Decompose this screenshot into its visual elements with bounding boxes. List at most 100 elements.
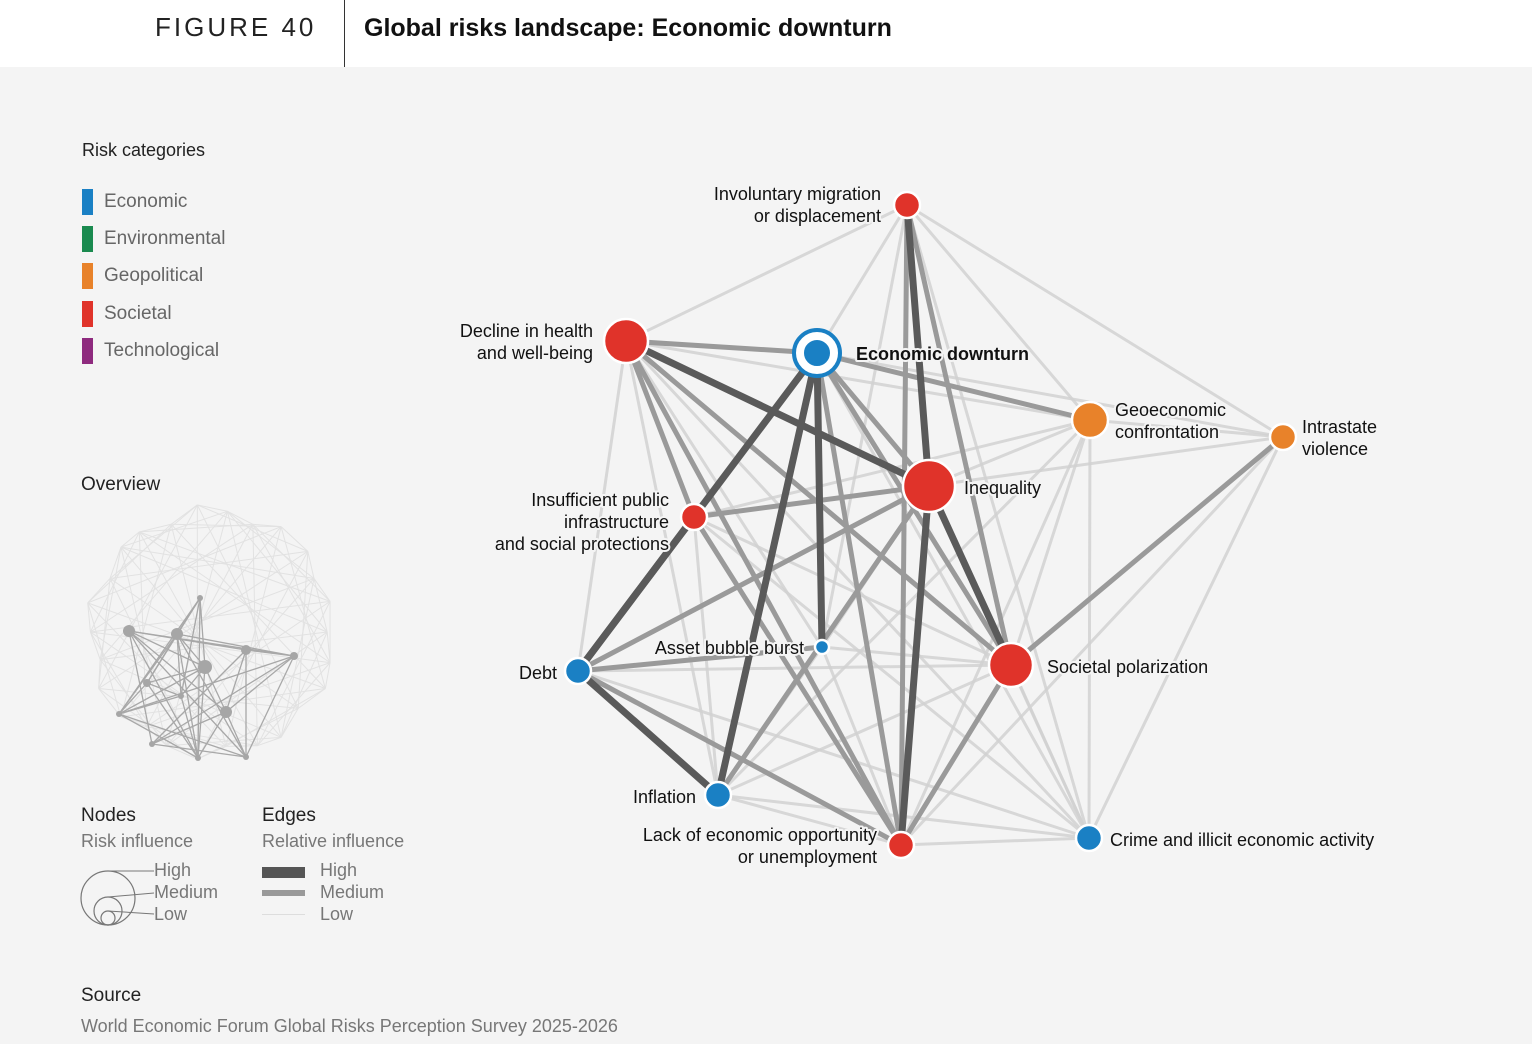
overview-bg-edge <box>170 504 198 525</box>
edge-geoecon-crime <box>1087 418 1092 840</box>
edge-swatch-low <box>262 914 305 915</box>
overview-edge <box>225 649 247 713</box>
edge-health-geoecon <box>624 339 1092 422</box>
overview-bg-edge <box>99 577 315 661</box>
node-label-health: Decline in health and well-being <box>460 321 593 363</box>
overview-edge <box>176 633 247 758</box>
node-unemp[interactable] <box>886 830 916 860</box>
edge-ineq-polar <box>925 482 1015 669</box>
overview-bg-edge <box>99 510 228 660</box>
node-label-debt: Debt <box>519 663 557 683</box>
overview-bg-edge <box>280 708 299 738</box>
node-health[interactable] <box>602 317 650 365</box>
node-infra[interactable] <box>679 502 709 532</box>
overview-bg-edge <box>109 546 122 579</box>
overview-bg-edge <box>256 601 331 746</box>
node-label-unemp: Lack of economic opportunity or unemploym… <box>643 825 877 867</box>
legend-item-societal: Societal <box>82 301 172 327</box>
overview-edge <box>118 633 178 715</box>
edge-econ-migr <box>815 203 909 355</box>
overview-minimap <box>87 504 331 761</box>
figure-label: FIGURE 40 <box>155 12 317 42</box>
edge-bubble-unemp <box>820 645 903 847</box>
overview-edge <box>128 630 295 657</box>
node-econ[interactable] <box>792 328 842 378</box>
overview-edge <box>151 743 247 758</box>
overview-bg-edge <box>166 736 282 747</box>
leader-line <box>107 892 155 898</box>
overview-bg-edge <box>99 547 122 660</box>
edge-polar-unemp <box>898 662 1014 848</box>
overview-bg-edge <box>171 523 282 528</box>
node-debt[interactable] <box>563 656 593 686</box>
edge-health-econ <box>623 338 820 356</box>
header-divider <box>344 0 345 67</box>
edge-health-infra <box>623 338 697 520</box>
edge-infra-polar <box>692 515 1013 667</box>
edge-debt-crime <box>576 669 1091 840</box>
overview-edge <box>204 666 227 713</box>
overview-bg-edge <box>87 602 91 633</box>
edge-swatch-high <box>262 867 305 878</box>
overview-node <box>143 679 151 687</box>
node-crime[interactable] <box>1074 823 1104 853</box>
overview-edge <box>176 633 182 697</box>
overview-bg-edge <box>197 707 299 760</box>
overview-bg-edge <box>252 523 331 602</box>
overview-edge <box>128 630 227 713</box>
overview-bg-edge <box>120 688 326 718</box>
edge-unemp-crime <box>899 836 1091 847</box>
node-infl[interactable] <box>703 780 733 810</box>
overview-edge <box>146 666 206 684</box>
overview-edge <box>118 713 247 758</box>
node-intra[interactable] <box>1268 422 1298 452</box>
overview-bg-edge <box>226 511 282 738</box>
overview-edge <box>128 630 153 745</box>
edge-ineq-infra <box>691 483 932 520</box>
overview-bg-edge <box>324 662 331 689</box>
overview-bg-edge <box>197 504 309 552</box>
edges-layer <box>574 201 1286 849</box>
node-polar[interactable] <box>987 641 1035 689</box>
node-bubble[interactable] <box>813 638 831 656</box>
edge-polar-crime <box>1009 663 1091 840</box>
node-ineq[interactable] <box>901 458 957 514</box>
overview-bg-edge <box>280 631 328 738</box>
edge-polar-intra <box>1008 434 1286 668</box>
edge-health-migr <box>624 203 909 343</box>
node-migr[interactable] <box>892 190 922 220</box>
edge-geoecon-ineq <box>927 418 1092 488</box>
overview-edge <box>118 655 295 715</box>
overview-node <box>241 645 251 655</box>
overview-edge <box>225 655 295 713</box>
edge-debt-polar <box>576 663 1013 673</box>
overview-bg-edge <box>280 578 315 738</box>
overview-bg-edge <box>99 659 282 738</box>
legend-label: Economic <box>104 191 188 212</box>
overview-edge <box>176 633 199 759</box>
overview-node <box>171 628 183 640</box>
overview-edge <box>225 711 247 758</box>
overview-bg-edge <box>98 550 309 689</box>
overview-node <box>149 741 155 747</box>
leader-line <box>107 910 155 915</box>
edge-migr-ineq <box>903 201 933 490</box>
edge-swatch-medium <box>262 890 305 896</box>
overview-bg-edge <box>98 504 198 689</box>
overview-bg-edge <box>139 531 331 602</box>
overview-bg-edge <box>225 526 282 747</box>
edge-econ-intra <box>815 351 1285 439</box>
overview-bg-edge <box>252 523 282 528</box>
overview-bg-edge <box>227 510 254 525</box>
overview-node <box>178 693 184 699</box>
edge-migr-unemp <box>898 202 910 848</box>
overview-bg-edge <box>297 688 326 709</box>
overview-edge <box>146 682 199 759</box>
edge-migr-geoecon <box>905 203 1092 422</box>
node-geoecon[interactable] <box>1070 400 1110 440</box>
overview-bg-edge <box>307 551 315 579</box>
node-label-infl: Inflation <box>633 787 696 807</box>
edge-legend-high: High <box>320 860 358 880</box>
overview-bg-edge <box>146 662 331 728</box>
